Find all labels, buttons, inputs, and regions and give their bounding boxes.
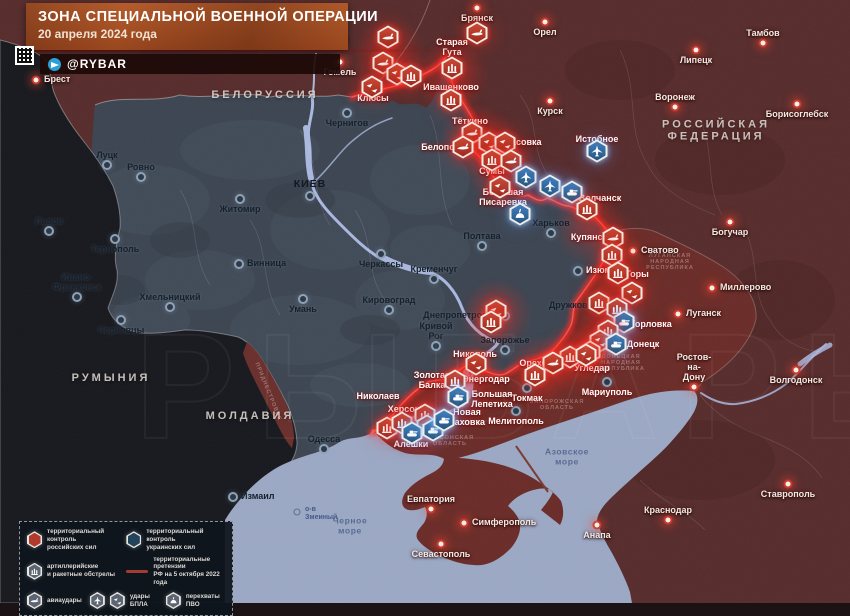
armor-icon (433, 408, 455, 432)
drone-icon (489, 175, 511, 199)
map-legend: территориальный контроль российских сил т… (19, 521, 233, 616)
airstrike-icon (542, 351, 564, 375)
legend-label: территориальные претензии РФ на 5 октябр… (153, 555, 220, 587)
legend-item: территориальный контроль российских сил (27, 528, 118, 552)
drone-icon (361, 75, 383, 99)
legend-label: территориальный контроль украинских сил (146, 528, 204, 551)
qr-code (15, 46, 34, 65)
armor-icon (613, 310, 635, 334)
claim-line-icon (126, 569, 149, 573)
map-canvas (0, 0, 850, 603)
artillery-icon (400, 64, 422, 88)
airstrike-icon (377, 25, 399, 49)
legend-item: перехваты ПВО (165, 592, 225, 610)
drone-plane-icon (586, 139, 608, 163)
legend-label: авиаудары (47, 596, 82, 604)
legend-item: авиаудары (27, 592, 82, 610)
airstrike-icon (500, 149, 522, 173)
armor-icon (447, 385, 469, 409)
banner-underline (27, 49, 519, 52)
armor-icon (561, 180, 583, 204)
artillery-icon (601, 243, 623, 267)
armor-icon (605, 332, 627, 356)
legend-item: территориальные претензии РФ на 5 октябр… (126, 556, 225, 587)
map-title: ЗОНА СПЕЦИАЛЬНОЙ ВОЕННОЙ ОПЕРАЦИИ (38, 9, 379, 25)
artillery-icon (444, 369, 466, 393)
bpla-icon (109, 592, 125, 610)
artillery-icon (607, 261, 629, 285)
legend-item: территориальный контроль украинских сил (126, 528, 225, 552)
drone-icon (575, 343, 597, 367)
legend-label: перехваты ПВО (185, 592, 220, 608)
drone-plane-icon (539, 174, 561, 198)
artillery-icon (576, 197, 598, 221)
artillery-icon (588, 291, 610, 315)
legend-label: артиллерийские и ракетные обстрелы (47, 563, 116, 579)
legend-item: артиллерийские и ракетные обстрелы (27, 556, 118, 587)
channel-bar: @RYBAR (40, 54, 340, 74)
drone-icon (478, 131, 500, 155)
drone-icon (465, 352, 487, 376)
artillery-icon (559, 345, 581, 369)
drone-icon (621, 281, 643, 305)
airstrike-icon (602, 226, 624, 250)
map-date: 20 апреля 2024 года (38, 27, 157, 41)
legend-label: территориальный контроль российских сил (47, 528, 105, 551)
drone-icon (494, 131, 516, 155)
hexagon-icon (27, 531, 42, 549)
airstrike-icon (452, 135, 474, 159)
plane-icon (89, 592, 105, 610)
avia-icon (27, 592, 42, 610)
drone-plane-icon (515, 165, 537, 189)
channel-handle: @RYBAR (67, 57, 127, 71)
air-defense-icon (509, 202, 531, 226)
telegram-icon (48, 57, 61, 71)
title-banner: ЗОНА СПЕЦИАЛЬНОЙ ВОЕННОЙ ОПЕРАЦИИ 20 апр… (26, 3, 379, 50)
grain-texture (0, 0, 850, 603)
artillery-icon (480, 310, 502, 334)
legend-item: удары БПЛА (89, 592, 158, 610)
hexagon-icon (126, 531, 142, 549)
pvo-icon (165, 592, 181, 610)
art-icon (27, 562, 42, 580)
airstrike-icon (466, 21, 488, 45)
strike-icons-layer (361, 21, 643, 445)
artillery-icon (441, 56, 463, 80)
artillery-icon (524, 363, 546, 387)
armor-icon (401, 421, 423, 445)
artillery-icon (481, 148, 503, 172)
legend-label: удары БПЛА (129, 592, 150, 608)
artillery-icon (440, 88, 462, 112)
